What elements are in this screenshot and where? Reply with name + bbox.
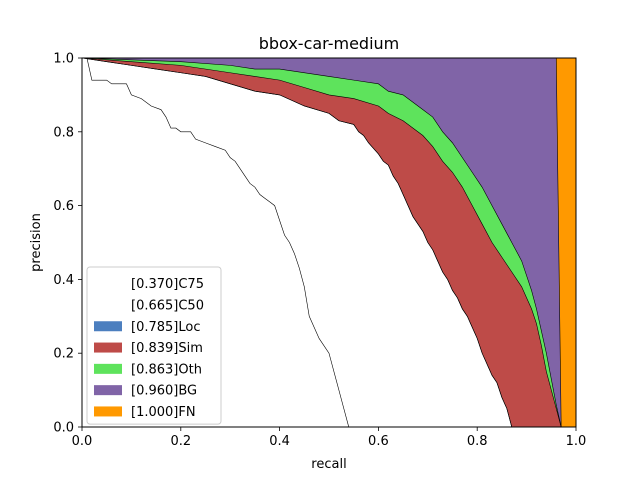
legend-swatch — [94, 385, 122, 396]
y-tick-label: 1.0 — [53, 52, 74, 67]
line-2 — [81, 57, 513, 428]
legend-label: [0.960]BG — [131, 384, 197, 399]
x-axis-label: recall — [311, 457, 346, 472]
legend-swatch — [94, 299, 122, 310]
x-tick-label: 0.8 — [467, 434, 488, 449]
y-tick-label: 0.6 — [53, 199, 74, 214]
plot-frame — [81, 57, 577, 428]
y-tick-label: 0.2 — [53, 347, 74, 362]
legend-label: [0.785]Loc — [131, 320, 200, 335]
x-tick-label: 1.0 — [566, 434, 587, 449]
y-tick-label: 0.0 — [53, 421, 74, 436]
y-tick-label: 0.4 — [53, 273, 74, 288]
legend: [0.370]C75 [0.665]C50 [0.785]Loc [0.839]Sim… — [86, 266, 222, 425]
legend-label: [0.665]C50 — [131, 298, 204, 313]
x-tick-label: 0.0 — [72, 434, 93, 449]
y-axis-label: precision — [29, 213, 44, 272]
x-tick-label: 0.4 — [269, 434, 290, 449]
y-tick-label: 0.8 — [53, 125, 74, 140]
legend-swatch — [94, 342, 122, 353]
legend-label: [1.000]FN — [131, 405, 196, 420]
legend-swatch — [94, 406, 122, 417]
x-tick-label: 0.6 — [368, 434, 389, 449]
legend-swatch — [94, 321, 122, 332]
line-3 — [81, 57, 562, 428]
legend-label: [0.839]Sim — [131, 341, 203, 356]
legend-swatch — [94, 363, 122, 374]
legend-label: [0.863]Oth — [131, 362, 202, 377]
legend-label: [0.370]C75 — [131, 277, 204, 292]
x-tick-label: 0.2 — [170, 434, 191, 449]
legend-swatch — [94, 278, 122, 289]
y-axis-ticks: 0.0 0.2 0.4 0.6 0.8 1.0 — [53, 52, 82, 436]
line-4 — [81, 57, 562, 428]
line-0 — [82, 57, 350, 428]
x-axis-ticks: 0.0 0.2 0.4 0.6 0.8 1.0 — [72, 427, 587, 449]
chart-title: bbox-car-medium — [259, 34, 400, 53]
